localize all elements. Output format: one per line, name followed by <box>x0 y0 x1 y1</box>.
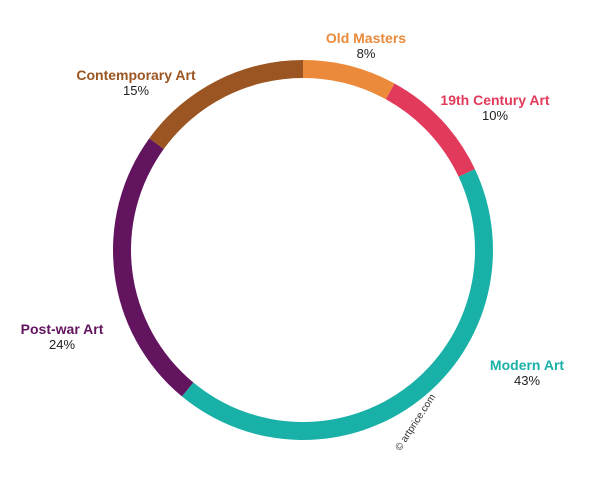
slice-label: Contemporary Art <box>76 67 196 83</box>
slice-modern-art <box>181 169 493 441</box>
slice-value-label: 15% <box>123 83 149 98</box>
slice-post-war-art <box>112 138 194 397</box>
slice-value-label: 8% <box>357 46 376 61</box>
slice-label: Post-war Art <box>21 321 104 337</box>
slice-label: Modern Art <box>490 357 564 373</box>
slice-value-label: 43% <box>514 373 540 388</box>
slice-label: Old Masters <box>326 30 406 46</box>
slice-old-masters <box>303 60 395 100</box>
slice-label: 19th Century Art <box>440 92 550 108</box>
slice-19th-century-art <box>385 83 475 177</box>
slice-value-label: 10% <box>482 108 508 123</box>
slices-group <box>112 60 493 441</box>
slice-value-label: 24% <box>49 337 75 352</box>
slice-contemporary-art <box>149 60 303 149</box>
